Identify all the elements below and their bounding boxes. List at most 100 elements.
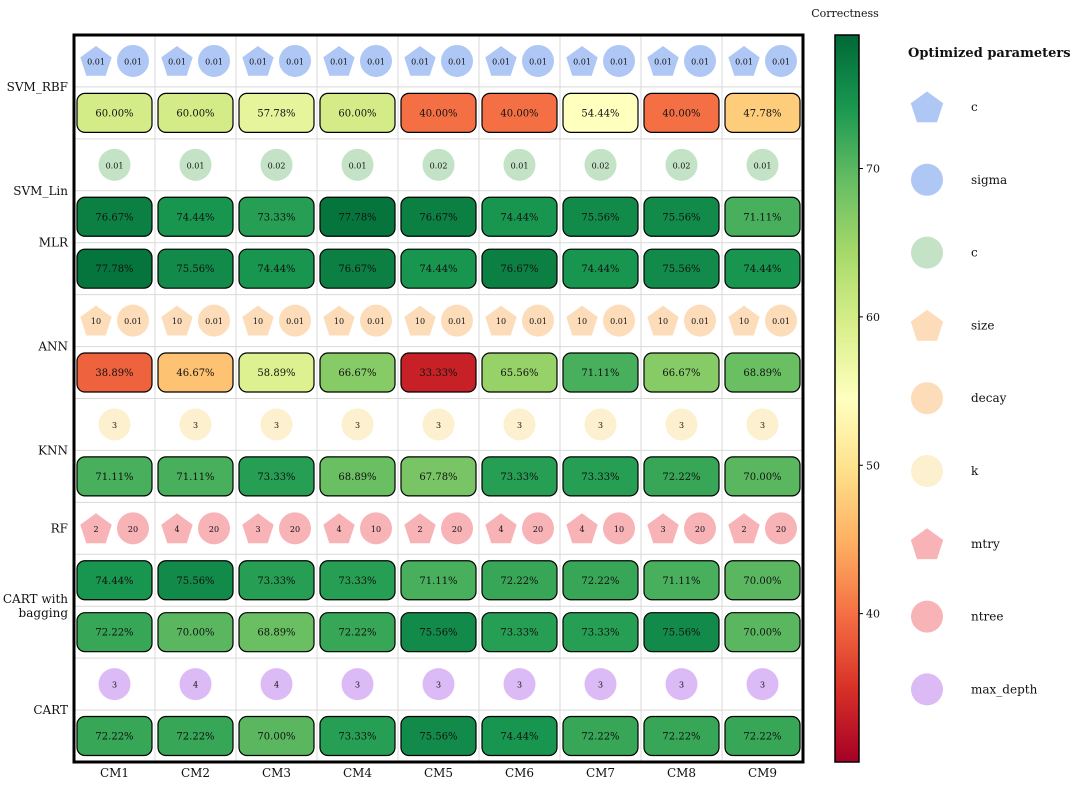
correctness-cell — [481, 352, 558, 393]
correctness-cell — [562, 352, 639, 393]
param-value-label: 0.01 — [448, 317, 466, 326]
param-circle-marker — [503, 408, 536, 441]
correctness-label: 74.44% — [500, 732, 538, 743]
param-value-label: 0.01 — [330, 57, 348, 66]
correctness-label: 72.22% — [581, 732, 619, 743]
param-value-label: 10 — [91, 317, 101, 326]
param-circle-marker — [279, 44, 311, 77]
param-value-label: 0.02 — [268, 161, 286, 170]
param-value-label: 0.01 — [367, 57, 385, 66]
param-pentagon-marker — [728, 46, 760, 76]
correctness-label: 74.44% — [95, 576, 133, 587]
correctness-cell — [400, 92, 477, 133]
param-circle-marker — [98, 148, 131, 181]
param-value-label: 0.01 — [349, 161, 367, 170]
correctness-label: 75.56% — [662, 264, 700, 275]
param-circle-marker — [584, 148, 617, 181]
param-circle-marker — [522, 44, 554, 77]
correctness-label: 71.11% — [581, 368, 619, 379]
param-pentagon-marker — [485, 305, 517, 336]
param-value-label: 0.01 — [249, 57, 267, 66]
correctness-cell — [319, 612, 396, 653]
correctness-label: 72.22% — [581, 576, 619, 587]
param-value-label: 3 — [760, 681, 765, 690]
param-value-label: 3 — [436, 421, 441, 430]
param-value-label: 10 — [577, 317, 587, 326]
param-value-label: 0.02 — [592, 161, 610, 170]
param-circle-marker — [260, 668, 293, 701]
param-circle-marker — [584, 408, 617, 441]
colorbar-gradient — [834, 34, 860, 763]
correctness-cell — [157, 352, 234, 393]
row-label: CART — [33, 703, 68, 717]
param-circle-marker — [584, 668, 617, 701]
param-circle-marker — [765, 512, 797, 545]
param-circle-marker — [441, 512, 473, 545]
param-value-label: 10 — [496, 317, 506, 326]
param-value-label: 4 — [498, 525, 503, 534]
legend-item: c — [911, 236, 978, 269]
param-value-label: 0.01 — [772, 317, 790, 326]
correctness-cell — [643, 352, 720, 393]
param-value-label: 3 — [355, 421, 360, 430]
correctness-cell — [643, 248, 720, 289]
param-value-label: 4 — [274, 681, 279, 690]
legend-label: c — [971, 100, 978, 114]
param-circle-marker — [198, 304, 230, 337]
param-value-label: 3 — [679, 421, 684, 430]
correctness-cell — [238, 196, 315, 237]
param-circle-marker — [279, 512, 311, 545]
param-pentagon-marker — [485, 46, 517, 76]
column-label: CM6 — [505, 766, 534, 780]
param-circle-marker — [341, 668, 374, 701]
legend-pentagon-marker — [910, 91, 944, 123]
legend-item: ntree — [911, 600, 1004, 633]
correctness-cell — [238, 456, 315, 497]
correctness-cell — [562, 196, 639, 237]
column-label: CM1 — [100, 766, 129, 780]
param-value-label: 0.01 — [691, 57, 709, 66]
param-value-label: 3 — [436, 681, 441, 690]
param-value-label: 10 — [371, 525, 381, 534]
legend-item: sigma — [911, 163, 1007, 196]
legend-items: c sigma c size decay k mtry ntree max_depth — [910, 91, 1038, 706]
correctness-cell — [157, 560, 234, 601]
correctness-cell — [319, 560, 396, 601]
row-label: RF — [51, 521, 68, 535]
param-circle-marker — [746, 148, 779, 181]
legend-item: decay — [911, 382, 1007, 415]
correctness-cell — [157, 612, 234, 653]
correctness-cell — [400, 715, 477, 757]
param-circle-marker — [441, 44, 473, 77]
param-pentagon-marker — [728, 305, 760, 336]
correctness-label: 70.00% — [743, 576, 781, 587]
param-pentagon-marker — [323, 46, 355, 76]
param-value-label: 4 — [193, 681, 198, 690]
legend-circle-marker — [911, 382, 943, 415]
param-value-label: 10 — [172, 317, 182, 326]
param-value-label: 20 — [128, 525, 138, 534]
param-circle-marker — [441, 304, 473, 337]
colorbar-ticks: 40 50 60 70 — [859, 163, 880, 621]
correctness-label: 72.22% — [176, 732, 214, 743]
param-pentagon-marker — [647, 513, 679, 544]
correctness-label: 71.11% — [743, 212, 781, 223]
param-value-label: 0.01 — [754, 161, 772, 170]
correctness-cell — [157, 92, 234, 133]
correctness-label: 60.00% — [95, 108, 133, 119]
param-circle-marker — [503, 148, 536, 181]
param-value-label: 3 — [355, 681, 360, 690]
row-labels: SVM_RBF SVM_Lin MLR ANN KNN RF CART with baggin… — [3, 80, 69, 717]
param-circle-marker — [684, 44, 716, 77]
legend-circle-marker — [911, 455, 943, 487]
param-circle-marker — [665, 148, 698, 181]
param-value-label: 0.01 — [573, 57, 591, 66]
correctness-cell — [481, 715, 558, 757]
legend-label: k — [971, 464, 979, 478]
param-value-label: 20 — [290, 525, 300, 534]
correctness-cell — [157, 715, 234, 757]
correctness-cell — [481, 560, 558, 601]
colorbar-tick-label: 40 — [866, 608, 880, 621]
correctness-label: 70.00% — [257, 732, 295, 743]
correctness-cell — [724, 248, 801, 289]
